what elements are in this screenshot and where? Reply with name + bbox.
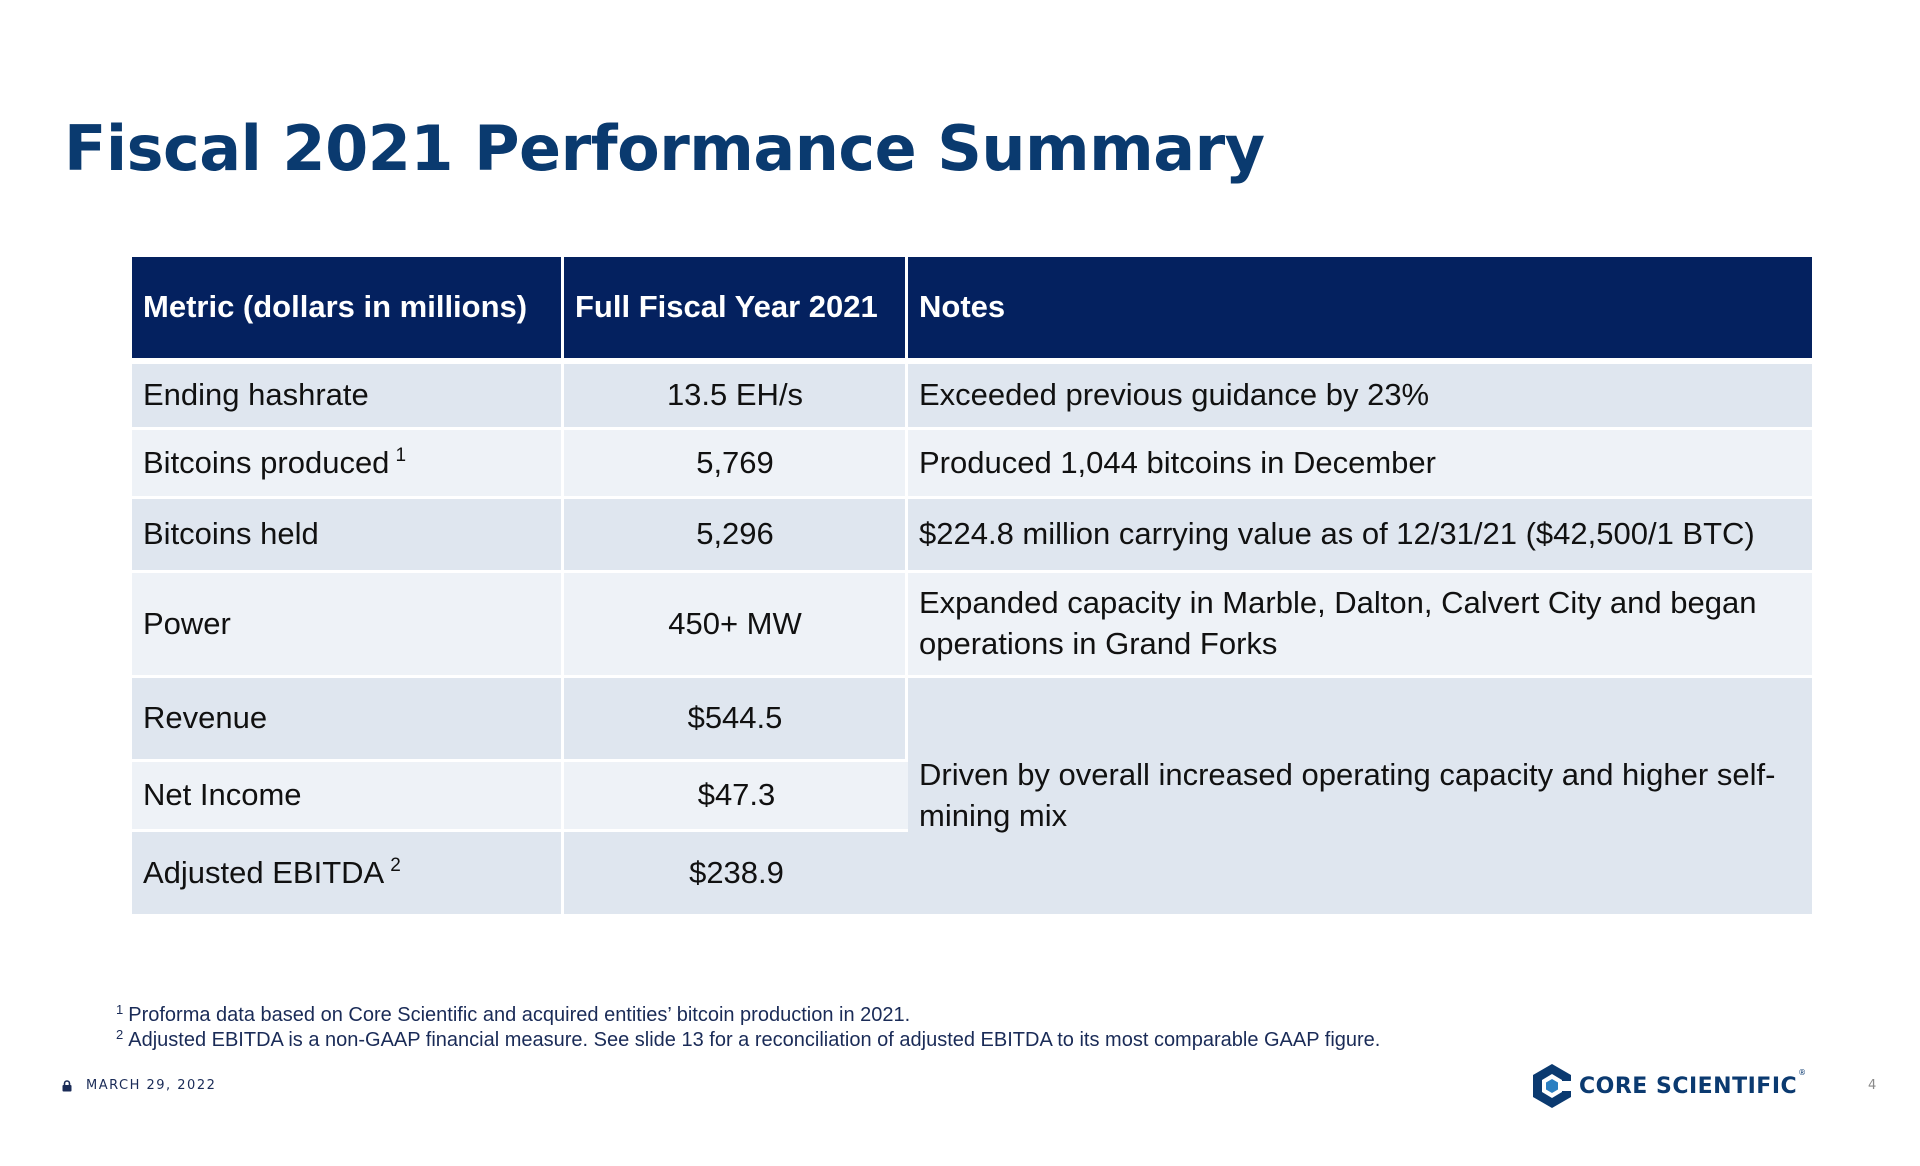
table-row: Net Income $47.3 bbox=[132, 762, 1812, 832]
value-cell: 450+ MW bbox=[564, 573, 908, 678]
footnote-ref: 1 bbox=[395, 444, 407, 466]
table-row: Bitcoins held 5,296 $224.8 million carry… bbox=[132, 499, 1812, 573]
table-row: Ending hashrate 13.5 EH/s Exceeded previ… bbox=[132, 364, 1812, 430]
footnote-text: Proforma data based on Core Scientific a… bbox=[128, 1004, 911, 1026]
metric-label: Ending hashrate bbox=[143, 377, 369, 413]
header-metric: Metric (dollars in millions) bbox=[132, 257, 564, 364]
value-cell: $47.3 bbox=[564, 762, 908, 832]
table-row: Adjusted EBITDA 2 $238.9 bbox=[132, 832, 1812, 914]
metric-cell: Adjusted EBITDA 2 bbox=[132, 832, 564, 914]
logo-text: CORE SCIENTIFIC bbox=[1579, 1073, 1798, 1099]
metric-cell: Net Income bbox=[132, 762, 564, 832]
table-row: Revenue $544.5 Driven by overall increas… bbox=[132, 678, 1812, 914]
registered-mark: ® bbox=[1798, 1067, 1807, 1077]
lock-icon bbox=[62, 1079, 72, 1091]
metric-label: Bitcoins produced bbox=[143, 444, 390, 480]
value-cell: $544.5 bbox=[564, 678, 908, 762]
footnote-marker: 2 bbox=[116, 1027, 124, 1042]
metric-cell: Bitcoins produced 1 bbox=[132, 430, 564, 499]
metric-label: Adjusted EBITDA bbox=[143, 854, 385, 890]
footnote-marker: 1 bbox=[116, 1002, 124, 1017]
metric-label: Net Income bbox=[143, 777, 302, 813]
note-cell: Produced 1,044 bitcoins in December bbox=[908, 430, 1812, 499]
date-label: MARCH 29, 2022 bbox=[86, 1078, 217, 1093]
metric-label: Revenue bbox=[143, 700, 268, 736]
value-cell: 13.5 EH/s bbox=[564, 364, 908, 430]
metric-cell: Revenue bbox=[132, 678, 564, 762]
hexagon-logo-icon bbox=[1533, 1064, 1574, 1108]
table-header-row: Metric (dollars in millions) Full Fiscal… bbox=[132, 257, 1812, 364]
header-notes: Notes bbox=[908, 257, 1812, 364]
value-cell: $238.9 bbox=[564, 832, 908, 914]
metric-label: Bitcoins held bbox=[143, 516, 319, 552]
metric-cell: Ending hashrate bbox=[132, 364, 564, 430]
table-row: Power 450+ MW Expanded capacity in Marbl… bbox=[132, 573, 1812, 678]
value-cell: 5,296 bbox=[564, 499, 908, 573]
metric-label: Power bbox=[143, 605, 231, 641]
footnote: 1 Proforma data based on Core Scientific … bbox=[116, 1003, 1380, 1028]
note-cell: Exceeded previous guidance by 23% bbox=[908, 364, 1812, 430]
slide-title: Fiscal 2021 Performance Summary bbox=[64, 112, 1265, 185]
performance-table: Metric (dollars in millions) Full Fiscal… bbox=[132, 257, 1812, 914]
footnote-text: Adjusted EBITDA is a non-GAAP financial … bbox=[128, 1029, 1381, 1051]
header-full-fiscal-year: Full Fiscal Year 2021 bbox=[564, 257, 908, 364]
footnote-ref: 2 bbox=[390, 854, 401, 876]
page-number: 4 bbox=[1868, 1078, 1877, 1093]
footnote: 2 Adjusted EBITDA is a non-GAAP financial… bbox=[116, 1028, 1380, 1053]
company-logo: CORE SCIENTIFIC ® bbox=[1528, 1062, 1806, 1110]
footer-date: MARCH 29, 2022 bbox=[62, 1078, 216, 1093]
metric-cell: Bitcoins held bbox=[132, 499, 564, 573]
table-row: Bitcoins produced 1 5,769 Produced 1,044 … bbox=[132, 430, 1812, 499]
note-cell: $224.8 million carrying value as of 12/3… bbox=[908, 499, 1812, 573]
value-cell: 5,769 bbox=[564, 430, 908, 499]
footnotes: 1 Proforma data based on Core Scientific … bbox=[116, 1003, 1380, 1053]
note-cell: Expanded capacity in Marble, Dalton, Cal… bbox=[908, 573, 1812, 678]
metric-cell: Power bbox=[132, 573, 564, 678]
logo-wordmark: CORE SCIENTIFIC ® bbox=[1579, 1068, 1806, 1099]
note-cell-merged: Driven by overall increased operating ca… bbox=[908, 678, 1812, 914]
